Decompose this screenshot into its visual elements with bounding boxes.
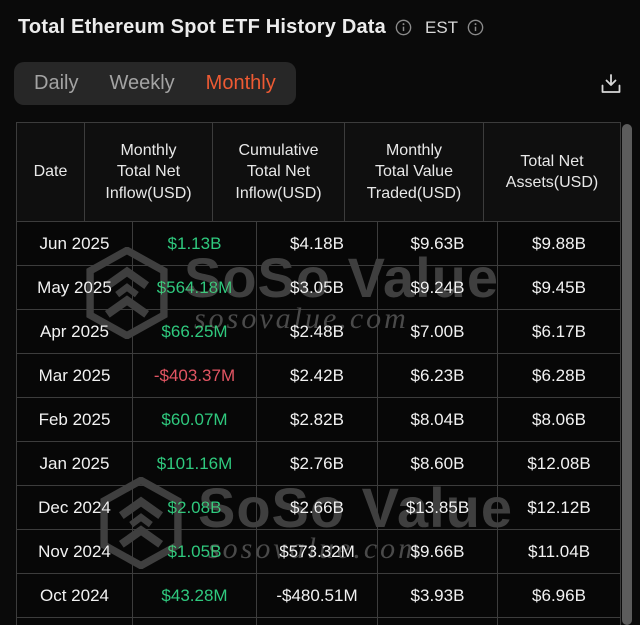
net-assets-cell: $6.28B [497, 354, 621, 397]
table-row [16, 618, 621, 625]
monthly-inflow-cell: $1.05B [132, 530, 256, 573]
cumulative-inflow-cell: $2.66B [256, 486, 377, 529]
value-traded-cell: $6.23B [377, 354, 497, 397]
value-traded-cell: $7.00B [377, 310, 497, 353]
period-tab-bar: Daily Weekly Monthly [14, 62, 296, 105]
net-assets-cell [497, 618, 621, 625]
monthly-inflow-cell: $43.28M [132, 574, 256, 617]
table-row: Jan 2025 $101.16M $2.76B $8.60B $12.08B [16, 442, 621, 486]
monthly-inflow-cell: $564.18M [132, 266, 256, 309]
net-assets-cell: $12.12B [497, 486, 621, 529]
value-traded-cell: $9.66B [377, 530, 497, 573]
date-cell [16, 618, 132, 625]
cumulative-inflow-cell [256, 618, 377, 625]
date-cell: Oct 2024 [16, 574, 132, 617]
tab-row: Daily Weekly Monthly [14, 62, 624, 105]
date-cell: Apr 2025 [16, 310, 132, 353]
table-row: Apr 2025 $66.25M $2.48B $7.00B $6.17B [16, 310, 621, 354]
date-cell: Jun 2025 [16, 222, 132, 265]
cumulative-inflow-cell: $2.82B [256, 398, 377, 441]
monthly-inflow-cell: $1.13B [132, 222, 256, 265]
value-traded-cell: $9.63B [377, 222, 497, 265]
monthly-inflow-cell [132, 618, 256, 625]
column-header-net-assets: Total Net Assets(USD) [483, 123, 621, 221]
monthly-inflow-cell: $2.08B [132, 486, 256, 529]
value-traded-cell: $8.60B [377, 442, 497, 485]
value-traded-cell: $3.93B [377, 574, 497, 617]
page-title: Total Ethereum Spot ETF History Data [18, 16, 386, 38]
cumulative-inflow-cell: $3.05B [256, 266, 377, 309]
tab-monthly[interactable]: Monthly [205, 72, 276, 94]
column-header-value-traded: Monthly Total Value Traded(USD) [344, 123, 483, 221]
date-cell: Mar 2025 [16, 354, 132, 397]
value-traded-cell [377, 618, 497, 625]
date-cell: Dec 2024 [16, 486, 132, 529]
timezone-label: EST [424, 17, 459, 37]
net-assets-cell: $6.17B [497, 310, 621, 353]
net-assets-cell: $9.88B [497, 222, 621, 265]
net-assets-cell: $12.08B [497, 442, 621, 485]
date-cell: Nov 2024 [16, 530, 132, 573]
table-row: Dec 2024 $2.08B $2.66B $13.85B $12.12B [16, 486, 621, 530]
column-header-monthly-inflow: Monthly Total Net Inflow(USD) [84, 123, 212, 221]
monthly-inflow-cell: $60.07M [132, 398, 256, 441]
net-assets-cell: $9.45B [497, 266, 621, 309]
monthly-inflow-cell: $101.16M [132, 442, 256, 485]
table-body: Jun 2025 $1.13B $4.18B $9.63B $9.88B May… [16, 222, 621, 625]
cumulative-inflow-cell: $573.32M [256, 530, 377, 573]
cumulative-inflow-cell: $2.48B [256, 310, 377, 353]
table-row: Oct 2024 $43.28M -$480.51M $3.93B $6.96B [16, 574, 621, 618]
download-button[interactable] [598, 71, 624, 97]
vertical-scrollbar[interactable] [622, 124, 632, 625]
timezone-info-icon[interactable] [467, 19, 484, 36]
value-traded-cell: $8.04B [377, 398, 497, 441]
value-traded-cell: $9.24B [377, 266, 497, 309]
cumulative-inflow-cell: $2.76B [256, 442, 377, 485]
net-assets-cell: $6.96B [497, 574, 621, 617]
table-header-row: Date Monthly Total Net Inflow(USD) Cumul… [16, 122, 621, 222]
tab-weekly[interactable]: Weekly [109, 72, 175, 94]
monthly-inflow-cell: -$403.37M [132, 354, 256, 397]
tab-daily[interactable]: Daily [34, 72, 79, 94]
table-row: Mar 2025 -$403.37M $2.42B $6.23B $6.28B [16, 354, 621, 398]
etf-history-table: Date Monthly Total Net Inflow(USD) Cumul… [16, 122, 621, 625]
net-assets-cell: $8.06B [497, 398, 621, 441]
table-row: Jun 2025 $1.13B $4.18B $9.63B $9.88B [16, 222, 621, 266]
cumulative-inflow-cell: $2.42B [256, 354, 377, 397]
title-row: Total Ethereum Spot ETF History Data EST [18, 16, 626, 39]
date-cell: Feb 2025 [16, 398, 132, 441]
table-row: Nov 2024 $1.05B $573.32M $9.66B $11.04B [16, 530, 621, 574]
column-header-date: Date [16, 123, 84, 221]
table-row: May 2025 $564.18M $3.05B $9.24B $9.45B [16, 266, 621, 310]
date-cell: Jan 2025 [16, 442, 132, 485]
table-row: Feb 2025 $60.07M $2.82B $8.04B $8.06B [16, 398, 621, 442]
column-header-cumulative-inflow: Cumulative Total Net Inflow(USD) [212, 123, 344, 221]
download-icon [601, 73, 621, 93]
net-assets-cell: $11.04B [497, 530, 621, 573]
date-cell: May 2025 [16, 266, 132, 309]
value-traded-cell: $13.85B [377, 486, 497, 529]
title-info-icon[interactable] [395, 19, 412, 36]
monthly-inflow-cell: $66.25M [132, 310, 256, 353]
cumulative-inflow-cell: -$480.51M [256, 574, 377, 617]
cumulative-inflow-cell: $4.18B [256, 222, 377, 265]
